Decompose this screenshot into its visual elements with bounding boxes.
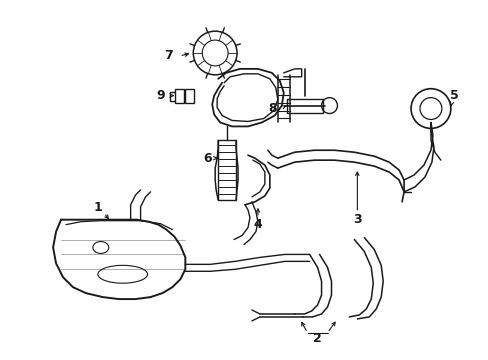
Text: 1: 1: [93, 201, 102, 214]
Text: 3: 3: [352, 213, 361, 226]
Text: 8: 8: [268, 102, 277, 115]
Text: 6: 6: [203, 152, 211, 165]
Text: 9: 9: [156, 89, 164, 102]
Text: 2: 2: [313, 332, 321, 345]
Text: 7: 7: [164, 49, 172, 63]
Text: 4: 4: [253, 218, 262, 231]
Text: 5: 5: [449, 89, 458, 102]
